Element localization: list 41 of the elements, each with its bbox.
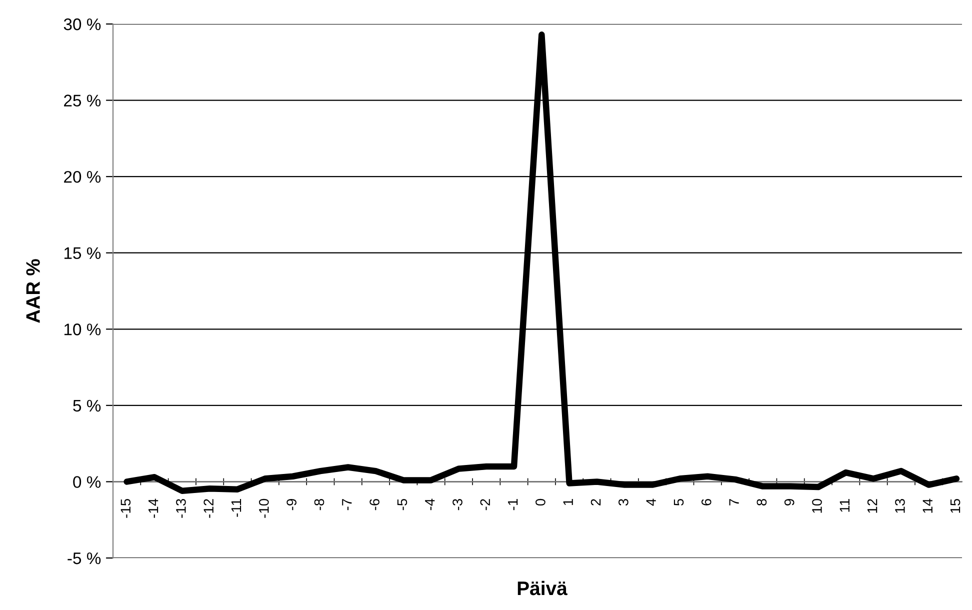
x-tick-label: -6 (370, 498, 380, 510)
x-tick-label: -5 (397, 498, 408, 510)
x-tick-label: 0 (536, 498, 546, 506)
x-tick-label: 11 (840, 499, 850, 512)
x-tick-label: 5 (674, 498, 684, 506)
y-tick-label: 15 % (64, 247, 101, 260)
x-tick-label: 8 (756, 498, 767, 506)
x-tick-label: 1 (563, 499, 573, 506)
x-tick-label: -15 (120, 498, 131, 518)
x-tick-label: -4 (425, 498, 435, 510)
x-tick-label: 9 (784, 499, 794, 506)
x-tick-label: -11 (231, 499, 242, 517)
x-tick-label: -7 (342, 499, 352, 510)
x-tick-label: -2 (480, 499, 490, 510)
x-tick-label: -12 (204, 499, 214, 518)
x-axis-title: Päivä (518, 580, 568, 596)
x-tick-label: -14 (148, 498, 158, 518)
x-tick-label: -1 (508, 499, 518, 510)
x-tick-label: -8 (314, 498, 324, 510)
y-tick-label: 25 % (64, 94, 101, 106)
x-tick-label: 13 (895, 498, 905, 513)
x-tick-label: 15 (950, 498, 960, 513)
y-tick-label: 30 % (64, 18, 101, 30)
x-tick-label: 4 (646, 498, 656, 506)
x-tick-label: 12 (867, 499, 878, 513)
x-tick-label: 14 (922, 498, 932, 513)
x-tick-label: 2 (590, 499, 601, 506)
x-tick-label: 3 (618, 498, 628, 506)
y-tick-label: 10 % (64, 324, 101, 336)
y-tick-label: 5 % (73, 400, 101, 412)
x-tick-label: -3 (452, 498, 462, 510)
x-tick-label: -13 (176, 498, 186, 518)
x-tick-label: 10 (812, 498, 822, 513)
x-tick-label: -9 (286, 499, 296, 510)
y-tick-label: 20 % (64, 170, 101, 183)
y-axis-title: AAR % (26, 259, 40, 323)
y-tick-label: 0 % (73, 476, 101, 488)
y-tick-label: -5 % (68, 552, 101, 564)
x-tick-label: 6 (701, 498, 712, 506)
x-tick-label: -10 (258, 498, 269, 518)
x-tick-label: 7 (729, 499, 739, 506)
